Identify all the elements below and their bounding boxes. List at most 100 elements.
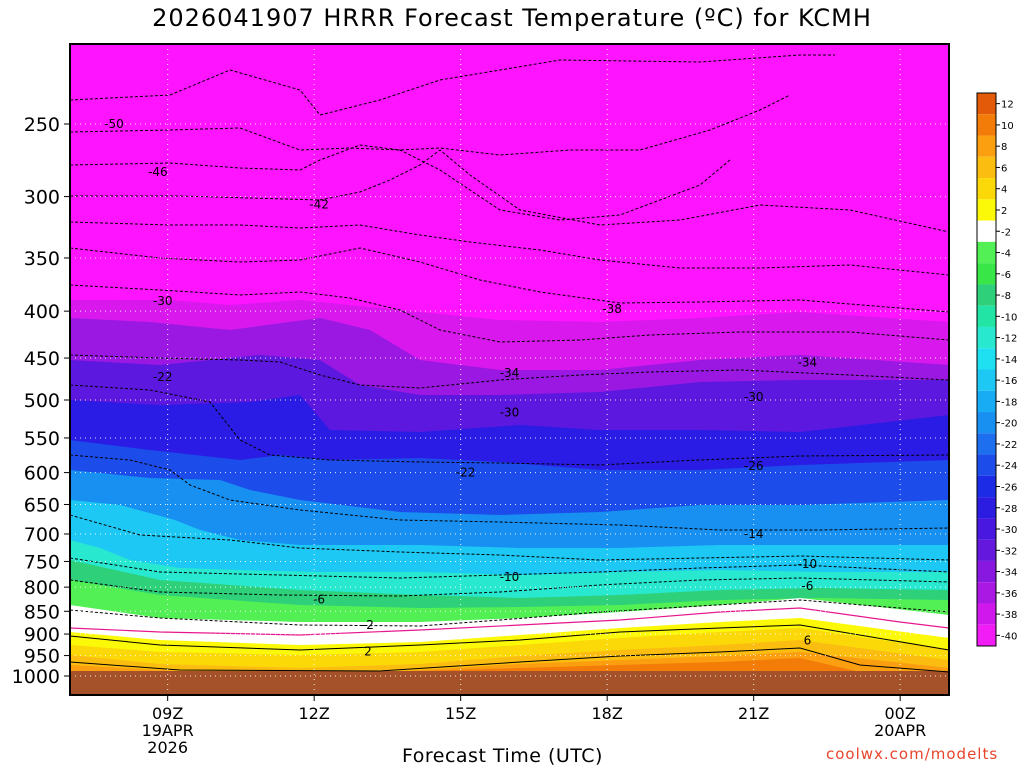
isotherm-label: -50 <box>104 117 124 131</box>
colorbar-swatch <box>977 369 996 391</box>
colorbar-swatch <box>977 539 996 561</box>
y-tick-label: 750 <box>24 551 60 573</box>
isotherm-label: -30 <box>500 406 520 420</box>
colorbar-swatch <box>977 305 996 327</box>
y-tick-label: 700 <box>24 524 60 546</box>
colorbar-label: -30 <box>1001 525 1017 536</box>
colorbar-label: -4 <box>1001 249 1011 260</box>
isotherm-label: -42 <box>309 197 329 211</box>
isotherm-label: 2 <box>364 644 372 658</box>
y-tick-label: 250 <box>24 114 60 136</box>
y-tick-label: 800 <box>24 577 60 599</box>
colorbar-label: -6 <box>1001 270 1011 281</box>
colorbar-swatch <box>977 475 996 498</box>
y-tick-label: 650 <box>24 494 60 516</box>
colorbar-label: -20 <box>1001 419 1017 430</box>
y-tick-label: 850 <box>24 601 60 623</box>
y-tick-label: 550 <box>24 428 60 450</box>
colorbar-label: 10 <box>1001 121 1014 132</box>
isotherm-label: -10 <box>798 557 818 571</box>
colorbar-swatch <box>977 93 996 115</box>
y-tick-label: 600 <box>24 463 60 485</box>
colorbar-swatch <box>977 560 996 583</box>
colorbar-label: -10 <box>1001 312 1017 323</box>
colorbar-label: 2 <box>1001 206 1007 217</box>
colorbar-label: -2 <box>1001 227 1011 238</box>
colorbar-label: -26 <box>1001 482 1017 493</box>
x-tick-label: 21Z <box>738 704 769 723</box>
colorbar-swatch <box>977 199 996 221</box>
colorbar-label: -8 <box>1001 291 1011 302</box>
x-axis-label: Forecast Time (UTC) <box>402 745 603 767</box>
colorbar-label: -24 <box>1001 461 1017 472</box>
y-tick-label: 900 <box>24 624 60 646</box>
plot-frame <box>69 43 950 696</box>
isotherm-label: -34 <box>500 366 520 380</box>
colorbar-label: 8 <box>1001 142 1007 153</box>
colorbar-label: -34 <box>1001 568 1017 579</box>
isotherm-label: -38 <box>602 302 622 316</box>
y-tick-label: 400 <box>24 301 60 323</box>
isotherm-label: -26 <box>744 459 764 473</box>
isotherm-label: -46 <box>148 165 168 179</box>
colorbar-swatch <box>977 220 996 242</box>
isotherm-label: -30 <box>744 390 764 404</box>
colorbar-label: -28 <box>1001 504 1017 515</box>
colorbar-swatch <box>977 582 996 604</box>
y-tick-label: 950 <box>24 646 60 668</box>
colorbar: 12 10 8 6 4 2 -2 -4 -6 -8 -10 -12 -14 -16 -18 -20 -22 -24… <box>976 92 1017 647</box>
x-tick-label: 19APR <box>142 721 194 740</box>
colorbar-swatch <box>977 624 996 646</box>
x-tick-label: 18Z <box>592 704 623 723</box>
isotherm-label: -6 <box>801 579 813 593</box>
isotherm-label: 6 <box>804 634 812 648</box>
x-tick-label: 12Z <box>299 704 330 723</box>
colorbar-swatch <box>977 348 996 370</box>
isotherm-label: -22 <box>153 370 173 384</box>
colorbar-label: -36 <box>1001 589 1017 600</box>
x-tick-label: 09Z <box>152 704 183 723</box>
colorbar-frame <box>976 92 997 647</box>
colorbar-swatch <box>977 135 996 157</box>
y-tick-label: 350 <box>24 248 60 270</box>
colorbar-swatch <box>977 241 996 264</box>
y-tick-label: 500 <box>24 390 60 412</box>
chart-title: 2026041907 HRRR Forecast Temperature (ºC… <box>152 4 872 32</box>
colorbar-swatch <box>977 412 996 434</box>
colorbar-label: 4 <box>1001 185 1007 196</box>
isotherm-label: -34 <box>798 355 818 369</box>
colorbar-swatch <box>977 263 996 285</box>
colorbar-label: -18 <box>1001 397 1017 408</box>
colorbar-label: -14 <box>1001 355 1017 366</box>
y-tick-label: 300 <box>24 187 60 209</box>
colorbar-label: -40 <box>1001 631 1017 642</box>
y-tick-label: 450 <box>24 348 60 370</box>
isotherm-label: -2 <box>362 618 374 632</box>
x-tick-label: 00Z <box>885 704 916 723</box>
colorbar-swatch <box>977 284 996 306</box>
colorbar-swatch <box>977 156 996 179</box>
source-credit: coolwx.com/modelts <box>826 745 999 763</box>
colorbar-swatch <box>977 433 996 455</box>
isotherm-label: -30 <box>153 294 173 308</box>
colorbar-swatch <box>977 518 996 540</box>
colorbar-swatch <box>977 178 996 200</box>
colorbar-swatch <box>977 114 996 136</box>
x-tick-label: 15Z <box>445 704 476 723</box>
x-tick-label: 2026 <box>147 738 188 757</box>
colorbar-label: -16 <box>1001 376 1017 387</box>
colorbar-label: -38 <box>1001 610 1017 621</box>
isotherm-label: -6 <box>313 592 325 606</box>
x-tick-label: 20APR <box>874 721 926 740</box>
colorbar-label: -12 <box>1001 334 1017 345</box>
colorbar-swatch <box>977 497 996 519</box>
y-tick-label: 1000 <box>12 666 60 688</box>
isotherm-label: -10 <box>500 570 520 584</box>
colorbar-swatch <box>977 603 996 625</box>
isotherm-label: -22 <box>456 466 476 480</box>
colorbar-label: -22 <box>1001 440 1017 451</box>
colorbar-swatch <box>977 390 996 413</box>
below-ground-fill <box>70 671 949 695</box>
colorbar-swatch <box>977 454 996 476</box>
